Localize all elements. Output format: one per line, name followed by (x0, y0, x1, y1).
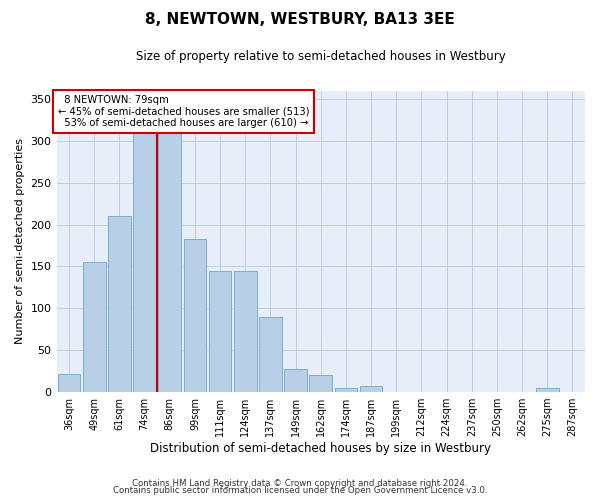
Bar (83, 262, 106, 392)
Text: 8, NEWTOWN, WESTBURY, BA13 3EE: 8, NEWTOWN, WESTBURY, BA13 3EE (145, 12, 455, 28)
Bar (310, 376, 332, 392)
Bar (234, 270, 257, 392)
Y-axis label: Number of semi-detached properties: Number of semi-detached properties (15, 138, 25, 344)
Bar (133, 124, 156, 392)
Bar (58, 374, 80, 392)
Bar (284, 368, 307, 392)
Bar (259, 316, 282, 392)
Bar (158, 124, 181, 392)
Bar (209, 270, 232, 392)
Text: 8 NEWTOWN: 79sqm
← 45% of semi-detached houses are smaller (513)
  53% of semi-d: 8 NEWTOWN: 79sqm ← 45% of semi-detached … (58, 94, 309, 128)
Bar (108, 216, 131, 392)
Text: Contains HM Land Registry data © Crown copyright and database right 2024.: Contains HM Land Registry data © Crown c… (132, 478, 468, 488)
Text: Contains public sector information licensed under the Open Government Licence v3: Contains public sector information licen… (113, 486, 487, 495)
Bar (360, 386, 382, 392)
Bar (536, 388, 559, 392)
Bar (335, 388, 357, 392)
Title: Size of property relative to semi-detached houses in Westbury: Size of property relative to semi-detach… (136, 50, 506, 63)
X-axis label: Distribution of semi-detached houses by size in Westbury: Distribution of semi-detached houses by … (150, 442, 491, 455)
Bar (184, 239, 206, 392)
